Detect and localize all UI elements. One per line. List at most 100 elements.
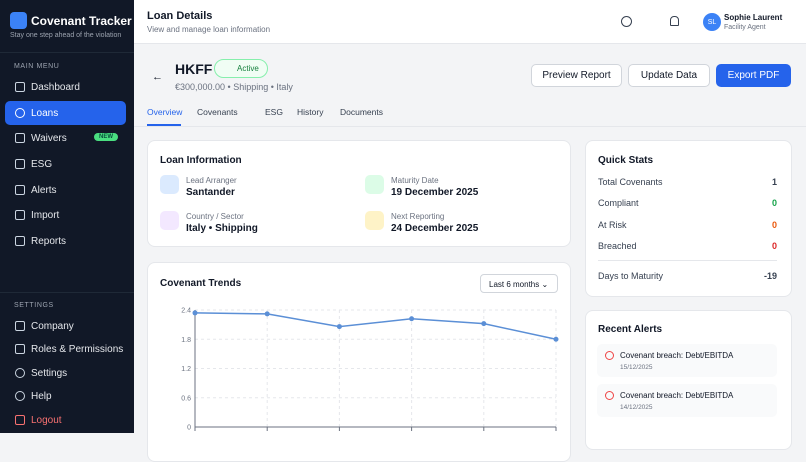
stat-label: At Risk (598, 220, 627, 230)
nav-label: Settings (31, 367, 68, 379)
language-icon[interactable] (621, 16, 632, 27)
tab[interactable]: Overview (147, 107, 183, 117)
stat-value: 0 (771, 220, 777, 230)
stat-label: Breached (598, 241, 637, 251)
user-role: Facility Agent (724, 24, 766, 31)
stat-label: Total Covenants (598, 177, 663, 187)
nav-item[interactable]: Dashboard (5, 75, 126, 99)
card-title: Loan Information (160, 155, 242, 166)
y-tick-label: 2.4 (181, 308, 191, 315)
field-label: Country / Sector (186, 212, 244, 221)
field-value: Santander (186, 187, 235, 198)
icon (160, 175, 179, 194)
alert-date: 14/12/2025 (620, 404, 653, 411)
nav-item[interactable]: Roles & Permissions (5, 337, 126, 361)
page-subtitle: View and manage loan information (147, 25, 271, 34)
nav-label: Roles & Permissions (31, 343, 124, 355)
nav-label: Help (31, 390, 52, 402)
tab[interactable]: History (297, 107, 324, 117)
stat-value: -19 (763, 271, 777, 281)
nav-item[interactable]: Waivers NEW (5, 126, 126, 150)
stat-value: 1 (771, 177, 777, 187)
chart-title: Covenant Trends (160, 278, 242, 289)
alert-item[interactable]: Covenant breach: Debt/EBITDA 14/12/2025 (597, 384, 777, 417)
nav-item[interactable]: Alerts (5, 178, 126, 202)
badge: NEW (94, 133, 118, 141)
alert-item[interactable]: Covenant breach: Debt/EBITDA 15/12/2025 (597, 344, 777, 377)
bell-icon[interactable] (670, 16, 679, 26)
chart-card (147, 262, 571, 462)
nav-label: Logout (31, 414, 62, 426)
point (553, 336, 559, 342)
point (481, 321, 487, 327)
y-tick-label: 1.8 (181, 337, 191, 344)
alert-date: 15/12/2025 (620, 364, 653, 371)
page-title: Loan Details (147, 10, 213, 22)
section-title: SETTINGS (14, 302, 54, 309)
point (409, 316, 415, 322)
alert-text: Covenant breach: Debt/EBITDA (620, 391, 734, 400)
header: Loan Details View and manage loan inform… (134, 0, 806, 44)
nav-item[interactable]: Reports (5, 229, 126, 253)
card-title: Quick Stats (598, 155, 654, 166)
tab[interactable]: Covenants (197, 107, 238, 117)
y-tick-label: 1.2 (181, 366, 191, 373)
alerts-card (585, 310, 792, 450)
field-label: Maturity Date (391, 176, 439, 185)
icon (160, 211, 179, 230)
nav-label: Reports (31, 235, 67, 247)
nav-item[interactable]: ESG (5, 152, 126, 176)
line (194, 312, 557, 340)
status-badge: Active (214, 59, 268, 78)
field-value: 19 December 2025 (391, 187, 479, 198)
y-tick-label: 0 (187, 425, 191, 432)
nav-label: Loans (31, 107, 59, 119)
card-title: Recent Alerts (598, 324, 663, 335)
user-name: Sophie Laurent (724, 13, 783, 22)
button[interactable]: Preview Report (531, 64, 622, 87)
nav-label: Waivers (31, 132, 67, 144)
icon (365, 175, 384, 194)
nav-item[interactable]: Loans (5, 101, 126, 125)
point (264, 311, 270, 317)
stat-label: Days to Maturity (598, 271, 664, 281)
stat-row: Breached 0 (598, 241, 777, 251)
section-title: MAIN MENU (14, 63, 60, 70)
tab[interactable]: ESG (265, 107, 283, 117)
nav-label: Import (31, 209, 60, 221)
chart: 0 0.6 1.2 1.8 2.4 (181, 308, 559, 432)
tagline: Stay one step ahead of the violation (10, 32, 122, 39)
loan-info-card (147, 140, 571, 247)
nav-item[interactable]: Logout (5, 408, 126, 432)
nav-item[interactable]: Help (5, 384, 126, 408)
point (192, 310, 198, 316)
stat-value: 0 (771, 241, 777, 251)
avatar[interactable]: SL (703, 13, 721, 31)
range-select[interactable]: Last 6 months ⌄ (480, 274, 558, 293)
icon (365, 211, 384, 230)
loan-summary: €300,000.00 • Shipping • Italy (175, 82, 293, 92)
field-label: Lead Arranger (186, 176, 237, 185)
y-tick-label: 0.6 (181, 395, 191, 402)
quick-stats-card (585, 140, 792, 297)
alert-text: Covenant breach: Debt/EBITDA (620, 351, 734, 360)
tab[interactable]: Documents (340, 107, 383, 117)
stat-row: Compliant 0 (598, 198, 777, 208)
select-label: Last 6 months (489, 280, 540, 289)
stat-row: At Risk 0 (598, 220, 777, 230)
nav-item[interactable]: Settings (5, 361, 126, 385)
nav-label: ESG (31, 158, 53, 170)
button[interactable]: Update Data (628, 64, 710, 87)
nav-label: Dashboard (31, 81, 80, 93)
nav-item[interactable]: Import (5, 203, 126, 227)
back-arrow[interactable]: ← (152, 71, 163, 83)
logo (10, 12, 27, 29)
nav-label: Alerts (31, 184, 57, 196)
nav-item[interactable]: Company (5, 314, 126, 338)
sidebar: Covenant Tracker Stay one step ahead of … (0, 0, 134, 433)
field-value: 24 December 2025 (391, 223, 479, 234)
stat-label: Compliant (598, 198, 639, 208)
loan-code: HKFF (175, 61, 213, 77)
button[interactable]: Export PDF (716, 64, 791, 87)
